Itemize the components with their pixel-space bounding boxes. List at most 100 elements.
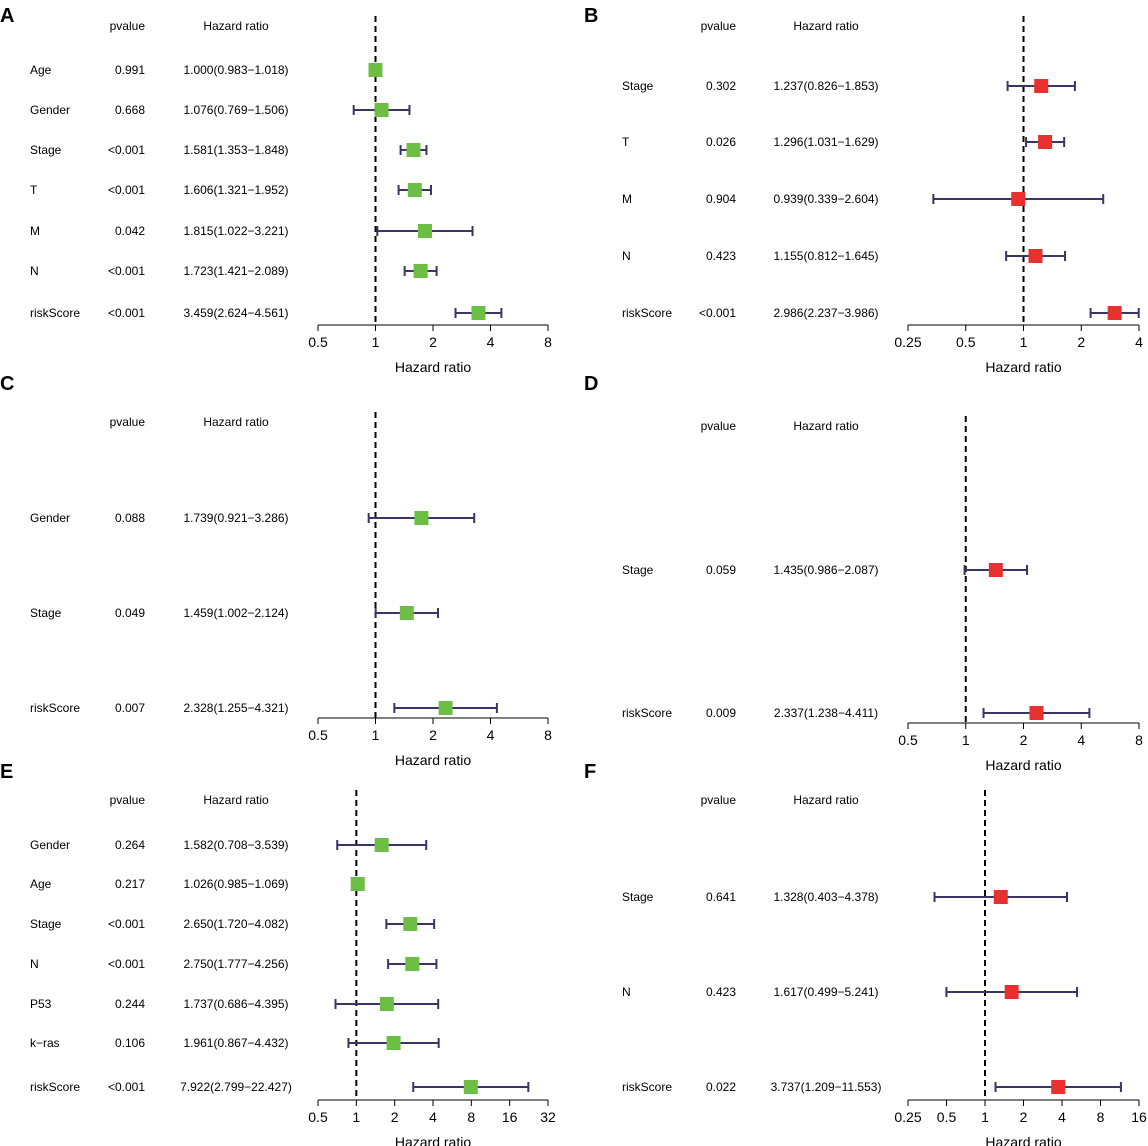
hazard-ratio-marker [379, 997, 394, 1011]
x-tick-label: 4 [1077, 732, 1085, 748]
row-hazard-ratio: 1.155(0.812−1.645) [773, 249, 878, 263]
row-hazard-ratio: 1.606(1.321−1.952) [183, 183, 288, 197]
x-axis-title: Hazard ratio [395, 752, 471, 768]
row-pvalue: <0.001 [699, 306, 736, 320]
x-tick-label: 2 [391, 1109, 399, 1125]
x-tick-label: 0.25 [894, 1109, 921, 1125]
row-label: N [622, 249, 631, 263]
panel-letter: D [584, 373, 598, 395]
hazard-ratio-marker [993, 890, 1008, 904]
row-pvalue: 0.668 [115, 103, 145, 117]
row-hazard-ratio: 1.582(0.708−3.539) [183, 838, 288, 852]
row-pvalue: 0.217 [115, 877, 145, 891]
hazard-ratio-marker [386, 1036, 401, 1050]
x-tick-label: 0.5 [308, 1109, 328, 1125]
row-pvalue: <0.001 [108, 1080, 145, 1094]
row-pvalue: 0.423 [706, 985, 736, 999]
x-tick-label: 1 [352, 1109, 360, 1125]
row-label: riskScore [622, 706, 672, 720]
hazard-ratio-header: Hazard ratio [203, 793, 269, 807]
hazard-ratio-marker [988, 563, 1003, 577]
hazard-ratio-marker [1011, 192, 1026, 206]
row-hazard-ratio: 1.815(1.022−3.221) [183, 224, 288, 238]
panel-letter: F [584, 761, 596, 783]
hazard-ratio-header: Hazard ratio [203, 415, 269, 429]
hazard-ratio-marker [407, 183, 422, 197]
hazard-ratio-marker [463, 1080, 478, 1094]
row-label: Age [30, 877, 52, 891]
row-hazard-ratio: 1.459(1.002−2.124) [183, 606, 288, 620]
row-label: Age [30, 63, 52, 77]
row-label: N [30, 957, 39, 971]
row-hazard-ratio: 1.617(0.499−5.241) [773, 985, 878, 999]
row-hazard-ratio: 1.237(0.826−1.853) [773, 79, 878, 93]
row-hazard-ratio: 1.737(0.686−4.395) [183, 997, 288, 1011]
row-label: Stage [622, 890, 654, 904]
hazard-ratio-marker [471, 306, 486, 320]
row-hazard-ratio: 2.650(1.720−4.082) [183, 917, 288, 931]
pvalue-header: pvalue [701, 419, 737, 433]
hazard-ratio-marker [403, 917, 418, 931]
pvalue-header: pvalue [701, 793, 737, 807]
hazard-ratio-marker [405, 957, 420, 971]
hazard-ratio-marker [1038, 135, 1053, 149]
row-hazard-ratio: 2.986(2.237−3.986) [773, 306, 878, 320]
pvalue-header: pvalue [110, 415, 146, 429]
row-hazard-ratio: 3.459(2.624−4.561) [183, 306, 288, 320]
row-hazard-ratio: 2.328(1.255−4.321) [183, 701, 288, 715]
hazard-ratio-marker [1028, 249, 1043, 263]
x-tick-label: 0.5 [937, 1109, 957, 1125]
row-pvalue: 0.991 [115, 63, 145, 77]
panel-letter: B [584, 5, 598, 27]
row-pvalue: 0.088 [115, 511, 145, 525]
x-axis-title: Hazard ratio [985, 359, 1061, 375]
row-pvalue: 0.641 [706, 890, 736, 904]
x-tick-label: 0.5 [308, 727, 328, 743]
row-hazard-ratio: 1.026(0.985−1.069) [183, 877, 288, 891]
row-pvalue: <0.001 [108, 143, 145, 157]
pvalue-header: pvalue [110, 19, 146, 33]
row-label: Stage [30, 606, 62, 620]
hazard-ratio-marker [417, 224, 432, 238]
x-tick-label: 0.5 [308, 334, 328, 350]
x-tick-label: 4 [429, 1109, 437, 1125]
row-hazard-ratio: 1.581(1.353−1.848) [183, 143, 288, 157]
hazard-ratio-marker [414, 511, 429, 525]
row-label: P53 [30, 997, 52, 1011]
x-tick-label: 16 [502, 1109, 518, 1125]
row-pvalue: 0.244 [115, 997, 145, 1011]
row-hazard-ratio: 1.000(0.983−1.018) [183, 63, 288, 77]
row-label: riskScore [30, 1080, 80, 1094]
row-label: Stage [30, 143, 62, 157]
row-hazard-ratio: 7.922(2.799−22.427) [180, 1080, 292, 1094]
x-axis-title: Hazard ratio [985, 1134, 1061, 1146]
row-label: riskScore [622, 306, 672, 320]
hazard-ratio-marker [1051, 1080, 1066, 1094]
row-label: N [622, 985, 631, 999]
x-tick-label: 8 [467, 1109, 475, 1125]
row-pvalue: 0.026 [706, 135, 736, 149]
hazard-ratio-header: Hazard ratio [793, 19, 859, 33]
x-tick-label: 8 [544, 727, 552, 743]
row-pvalue: <0.001 [108, 264, 145, 278]
hazard-ratio-header: Hazard ratio [793, 419, 859, 433]
hazard-ratio-marker [399, 606, 414, 620]
x-tick-label: 1 [372, 727, 380, 743]
row-hazard-ratio: 2.337(1.238−4.411) [774, 706, 878, 720]
row-label: M [30, 224, 40, 238]
row-pvalue: 0.007 [115, 701, 145, 715]
row-label: Gender [30, 103, 70, 117]
x-tick-label: 2 [1020, 732, 1028, 748]
row-label: Stage [622, 563, 654, 577]
row-pvalue: 0.042 [115, 224, 145, 238]
hazard-ratio-marker [406, 143, 421, 157]
row-hazard-ratio: 3.737(1.209−11.553) [771, 1080, 882, 1094]
x-tick-label: 2 [429, 727, 437, 743]
hazard-ratio-marker [1004, 985, 1019, 999]
x-axis-title: Hazard ratio [395, 359, 471, 375]
row-pvalue: 0.059 [706, 563, 736, 577]
hazard-ratio-header: Hazard ratio [793, 793, 859, 807]
